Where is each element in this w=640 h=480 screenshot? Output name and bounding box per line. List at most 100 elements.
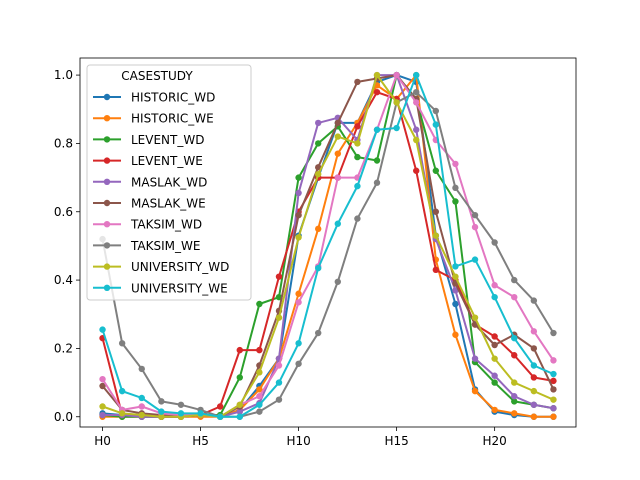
legend-label: HISTORIC_WD <box>131 91 215 105</box>
data-point <box>471 314 479 321</box>
legend-marker <box>103 199 111 207</box>
data-point <box>511 276 518 284</box>
data-point <box>354 123 361 130</box>
data-point <box>236 413 243 420</box>
legend-entry: MASLAK_WE <box>93 197 206 211</box>
y-tick-label: 0.4 <box>54 273 73 287</box>
data-point <box>452 184 459 192</box>
data-point <box>511 393 518 400</box>
data-point <box>530 345 538 352</box>
legend-marker <box>103 263 111 270</box>
data-point <box>511 379 518 386</box>
data-point <box>334 220 342 227</box>
data-point <box>550 377 557 385</box>
legend-entry: TAKSIM_WD <box>93 218 202 232</box>
data-point <box>550 357 557 364</box>
data-point <box>452 160 459 168</box>
data-point <box>452 263 459 270</box>
data-point <box>256 408 263 415</box>
series-university-we <box>99 71 557 420</box>
y-tick-label: 0.0 <box>54 410 73 424</box>
data-point <box>314 119 322 127</box>
x-tick-label: H20 <box>482 434 506 448</box>
data-point <box>197 410 204 417</box>
data-point <box>393 99 400 106</box>
data-point <box>511 352 518 359</box>
legend-entry: UNIVERSITY_WD <box>93 260 229 274</box>
data-point <box>236 374 243 381</box>
data-point <box>530 374 538 381</box>
data-point <box>256 386 263 393</box>
data-point <box>491 333 498 340</box>
data-point <box>177 401 185 408</box>
data-point <box>432 107 440 115</box>
data-point <box>118 410 126 417</box>
legend-label: HISTORIC_WE <box>131 112 214 126</box>
data-point <box>118 340 126 347</box>
data-point <box>295 299 302 306</box>
data-point <box>373 179 381 186</box>
data-point <box>99 403 106 410</box>
data-point <box>314 164 322 171</box>
data-point <box>432 266 440 274</box>
y-tick-label: 0.8 <box>54 136 73 150</box>
data-point <box>491 239 498 246</box>
data-point <box>256 401 263 408</box>
data-point <box>550 386 557 393</box>
data-point <box>334 150 342 157</box>
data-point <box>452 300 459 308</box>
legend-label: UNIVERSITY_WD <box>131 260 229 274</box>
legend-marker <box>103 93 111 101</box>
data-point <box>354 215 361 222</box>
legend-entry: LEVENT_WE <box>93 154 203 168</box>
y-tick-label: 1.0 <box>54 68 73 82</box>
data-point <box>138 365 145 373</box>
data-point <box>256 346 263 354</box>
x-tick-label: H0 <box>94 434 111 448</box>
legend-marker <box>103 284 111 291</box>
legend-label: UNIVERSITY_WE <box>131 281 228 295</box>
y-tick-label: 0.6 <box>54 205 73 219</box>
data-point <box>530 413 538 420</box>
data-point <box>491 379 498 386</box>
data-point <box>530 362 538 369</box>
legend: CASESTUDY HISTORIC_WD HISTORIC_WE LEVENT_WD… <box>86 64 252 301</box>
data-point <box>236 346 243 354</box>
legend-label: MASLAK_WD <box>131 175 207 189</box>
y-axis-ticks: 0.0 0.2 0.4 0.6 0.8 1.0 <box>54 68 80 424</box>
data-point <box>491 355 498 362</box>
legend-marker <box>103 115 111 122</box>
data-point <box>275 379 283 386</box>
data-point <box>491 282 498 289</box>
data-point <box>530 401 538 408</box>
data-point <box>295 189 302 197</box>
data-point <box>432 167 440 174</box>
data-point <box>452 273 459 280</box>
data-point <box>275 273 283 280</box>
data-point <box>295 290 302 297</box>
legend-label: LEVENT_WD <box>131 133 204 147</box>
data-point <box>550 329 557 337</box>
legend-label: LEVENT_WE <box>131 154 203 168</box>
data-point <box>275 314 283 321</box>
legend-marker <box>103 242 111 249</box>
data-point <box>511 334 518 342</box>
data-point <box>256 393 263 400</box>
data-point <box>334 119 342 127</box>
x-tick-label: H5 <box>192 434 209 448</box>
data-point <box>354 78 361 86</box>
legend-entry: MASLAK_WD <box>93 175 207 189</box>
data-point <box>295 211 302 219</box>
data-point <box>373 88 381 96</box>
data-point <box>491 372 498 379</box>
data-point <box>413 126 420 133</box>
data-point <box>511 398 518 405</box>
data-point <box>275 396 283 403</box>
data-point <box>216 413 224 420</box>
data-point <box>354 140 361 147</box>
plot-frame <box>79 57 577 428</box>
data-point <box>99 382 106 390</box>
data-point <box>550 396 557 403</box>
data-point <box>314 329 322 337</box>
data-point <box>491 406 498 414</box>
